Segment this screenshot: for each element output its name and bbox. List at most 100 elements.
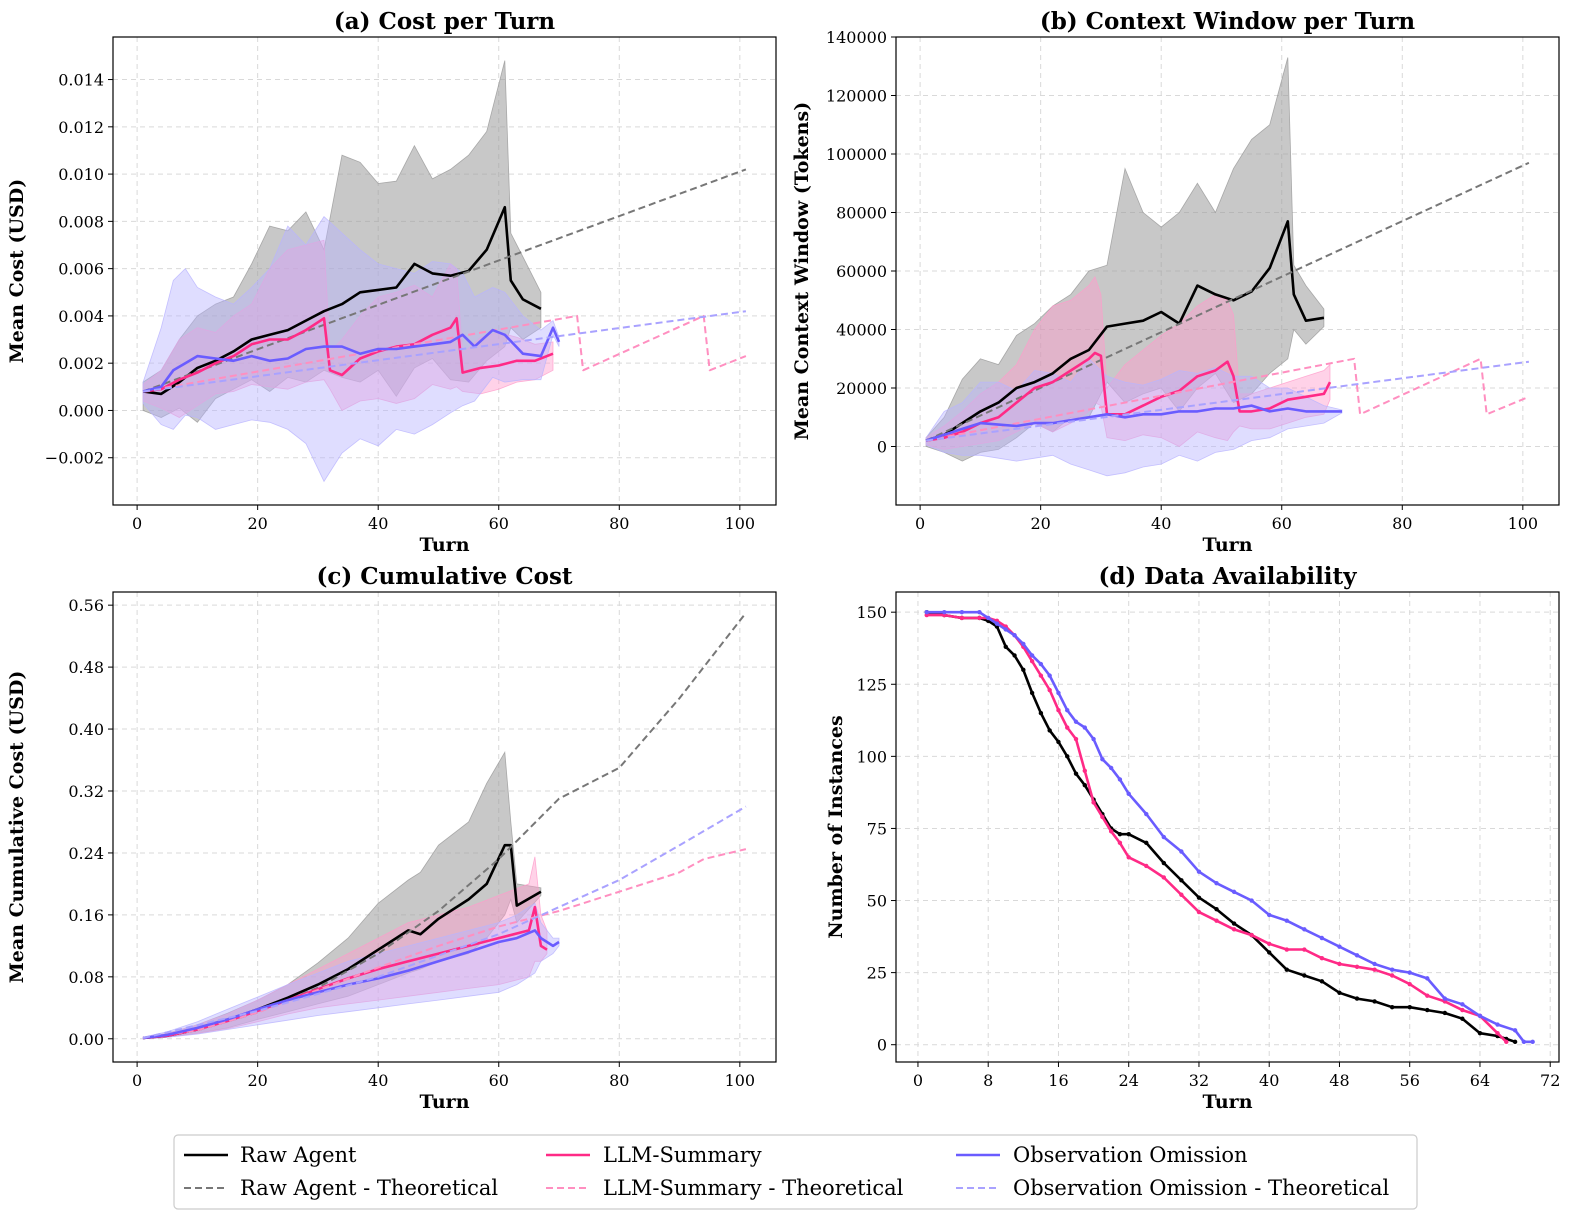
point-d-observation-omission-32 xyxy=(1337,944,1342,949)
point-d-observation-omission-26 xyxy=(1231,889,1237,895)
point-d-raw-agent-36 xyxy=(1407,1005,1412,1010)
point-d-llm-summary-12 xyxy=(1056,708,1061,713)
y-tick-label-d-2: 50 xyxy=(867,892,887,911)
point-d-raw-agent-43 xyxy=(1512,1039,1518,1045)
point-d-raw-agent-13 xyxy=(1065,754,1070,759)
y-tick-label-c-1: 0.08 xyxy=(68,968,104,987)
point-d-llm-summary-21 xyxy=(1144,863,1149,869)
point-d-llm-summary-29 xyxy=(1284,947,1289,952)
point-d-observation-omission-27 xyxy=(1249,898,1254,903)
series-d-raw-agent xyxy=(926,610,1516,1044)
panel-d-data-availability: 0 8 16 24 32 40 48 56 64 72 0 25 50 75 100 125 150 (d) Da… xyxy=(825,563,1560,1113)
series-b-observation-omission xyxy=(925,404,1342,442)
series-c-llm-summary-theoretical xyxy=(142,848,747,1039)
point-d-observation-omission-40 xyxy=(1477,1013,1483,1019)
axes-frame-a xyxy=(112,36,777,506)
point-d-observation-omission-23 xyxy=(1179,849,1184,854)
x-tick-label-b-4: 80 xyxy=(1392,514,1412,533)
legend-label-raw-agent-theoretical: Raw Agent - Theoretical xyxy=(240,1176,498,1200)
y-tick-label-b-1: 20000 xyxy=(836,379,887,398)
point-d-observation-omission-29 xyxy=(1284,918,1289,923)
point-d-observation-omission-25 xyxy=(1214,881,1219,886)
point-d-llm-summary-2 xyxy=(959,615,965,621)
y-tick-label-a-0: −0.002 xyxy=(45,449,104,468)
point-d-raw-agent-9 xyxy=(1029,690,1035,696)
point-d-observation-omission-5 xyxy=(994,621,1000,626)
point-d-raw-agent-11 xyxy=(1047,728,1052,733)
point-d-observation-omission-22 xyxy=(1161,834,1167,840)
point-d-observation-omission-9 xyxy=(1029,653,1035,658)
series-b-llm-summary xyxy=(925,351,1332,442)
point-d-raw-agent-12 xyxy=(1056,739,1061,745)
point-d-raw-agent-23 xyxy=(1179,878,1184,883)
x-tick-label-c-4: 80 xyxy=(609,1071,629,1090)
point-d-llm-summary-23 xyxy=(1179,892,1184,897)
y-tick-label-b-2: 40000 xyxy=(836,321,887,340)
x-tick-label-d-7: 56 xyxy=(1400,1071,1420,1090)
series-a-observation-omission-theoretical xyxy=(142,310,747,393)
legend-label-llm-summary-theoretical: LLM-Summary - Theoretical xyxy=(603,1176,904,1200)
legend: Raw Agent Raw Agent - Theoretical LLM-Su… xyxy=(173,1134,1418,1210)
point-d-llm-summary-16 xyxy=(1091,800,1096,805)
x-tick-label-a-4: 80 xyxy=(609,514,629,533)
point-d-raw-agent-14 xyxy=(1073,771,1079,776)
series-c-observation-omission xyxy=(142,929,560,1040)
series-b-observation-omission-theoretical xyxy=(925,360,1530,442)
series-a-raw-agent-theoretical xyxy=(142,168,747,393)
x-tick-label-b-2: 40 xyxy=(1151,514,1171,533)
point-d-observation-omission-19 xyxy=(1117,777,1123,782)
y-tick-label-d-0: 0 xyxy=(877,1036,887,1055)
point-d-observation-omission-28 xyxy=(1267,912,1272,918)
x-axis-label-a: Turn xyxy=(419,534,469,556)
point-d-observation-omission-18 xyxy=(1108,765,1114,771)
point-d-llm-summary-10 xyxy=(1038,673,1044,678)
x-tick-label-a-3: 60 xyxy=(489,514,509,533)
x-tick-label-b-0: 0 xyxy=(915,514,925,533)
y-tick-label-a-7: 0.012 xyxy=(58,118,104,137)
y-tick-label-b-5: 100000 xyxy=(826,145,887,164)
x-tick-label-d-8: 64 xyxy=(1470,1071,1490,1090)
point-d-observation-omission-10 xyxy=(1038,661,1044,667)
x-tick-label-d-4: 32 xyxy=(1189,1071,1209,1090)
y-axis-label-c: Mean Cumulative Cost (USD) xyxy=(6,671,28,984)
legend-label-raw-agent: Raw Agent xyxy=(240,1143,357,1167)
y-tick-label-b-3: 60000 xyxy=(836,262,887,281)
point-d-observation-omission-14 xyxy=(1073,719,1079,724)
point-d-observation-omission-13 xyxy=(1065,708,1070,713)
point-d-observation-omission-43 xyxy=(1521,1039,1527,1045)
x-tick-label-c-2: 40 xyxy=(368,1071,388,1090)
series-b-llm-summary-theoretical xyxy=(925,357,1530,442)
y-tick-label-c-6: 0.48 xyxy=(68,658,104,677)
chart-title-b: (b) Context Window per Turn xyxy=(1040,8,1416,35)
point-d-raw-agent-29 xyxy=(1284,967,1289,972)
point-d-observation-omission-39 xyxy=(1460,1002,1465,1007)
y-axis-label-d: Number of Instances xyxy=(825,715,847,938)
point-d-llm-summary-28 xyxy=(1267,941,1272,946)
y-axis-label-a: Mean Cost (USD) xyxy=(6,179,28,364)
x-tick-label-a-5: 100 xyxy=(725,514,756,533)
point-d-observation-omission-42 xyxy=(1512,1028,1518,1033)
point-d-observation-omission-37 xyxy=(1425,976,1430,981)
x-axis-label-b: Turn xyxy=(1202,534,1252,556)
x-axis-label-c: Turn xyxy=(419,1091,469,1113)
point-d-llm-summary-32 xyxy=(1337,961,1342,967)
point-d-observation-omission-21 xyxy=(1144,811,1149,817)
axes-frame-d xyxy=(895,591,1560,1063)
point-d-observation-omission-36 xyxy=(1407,970,1412,975)
point-d-llm-summary-18 xyxy=(1108,829,1114,834)
point-d-raw-agent-6 xyxy=(1003,644,1008,649)
y-tick-label-a-5: 0.008 xyxy=(58,212,104,231)
series-a-llm-summary xyxy=(142,316,554,393)
x-tick-label-b-1: 20 xyxy=(1030,514,1050,533)
point-d-llm-summary-13 xyxy=(1065,725,1070,730)
y-tick-label-d-1: 25 xyxy=(867,964,887,983)
point-d-raw-agent-33 xyxy=(1354,996,1360,1001)
point-d-observation-omission-34 xyxy=(1372,961,1377,967)
point-d-llm-summary-25 xyxy=(1214,918,1219,923)
point-d-llm-summary-22 xyxy=(1161,875,1167,880)
point-d-observation-omission-44 xyxy=(1530,1039,1535,1045)
point-d-raw-agent-34 xyxy=(1372,999,1377,1004)
point-d-observation-omission-35 xyxy=(1389,967,1395,972)
band-b-observation-omission xyxy=(925,358,1343,477)
x-tick-label-c-1: 20 xyxy=(247,1071,267,1090)
